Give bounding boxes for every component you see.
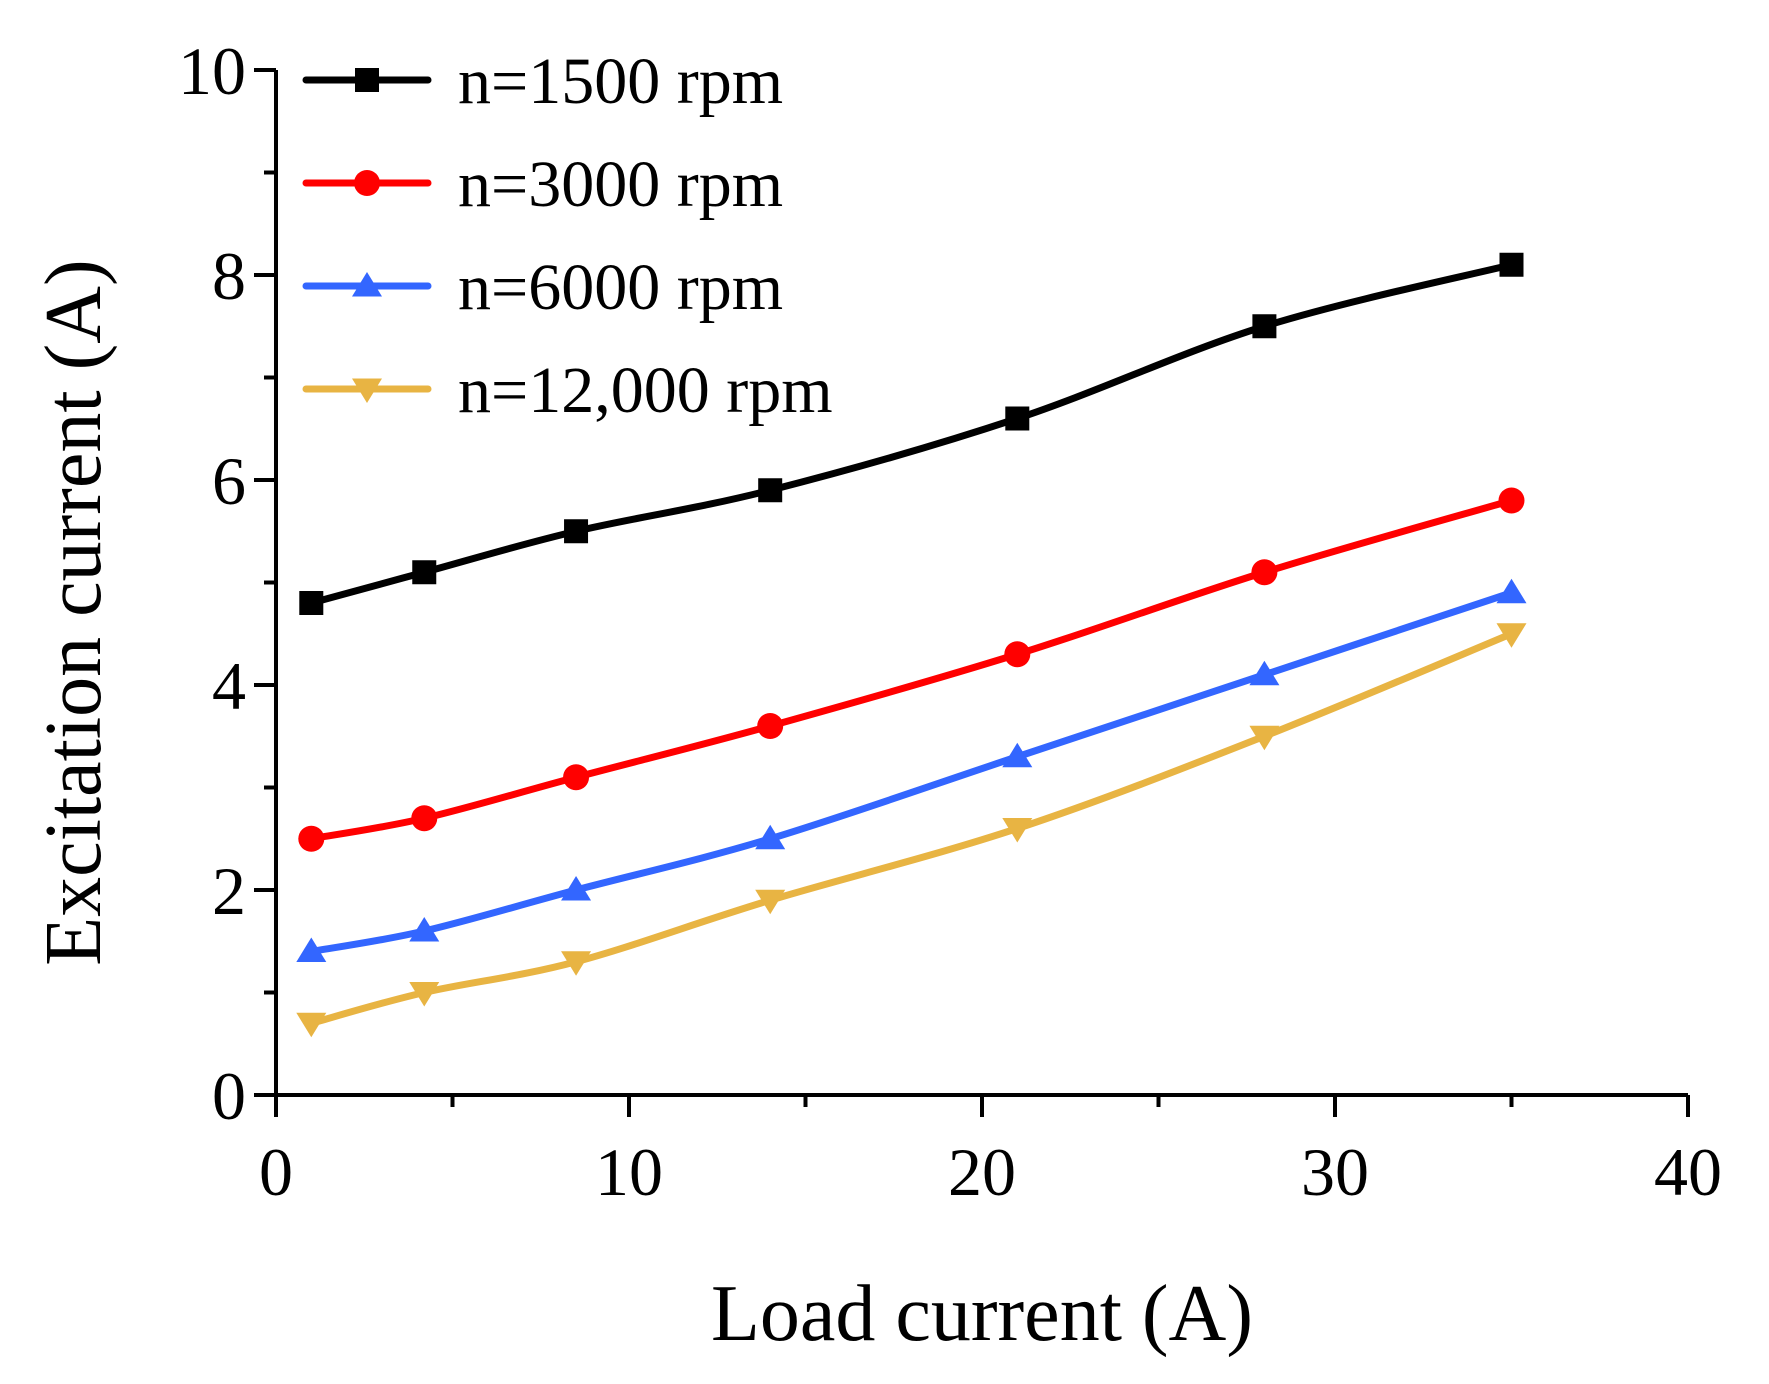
data-point	[1002, 742, 1033, 768]
y-tick-label: 2	[212, 853, 246, 929]
x-tick-label: 30	[1301, 1134, 1369, 1210]
series-3	[296, 578, 1527, 962]
data-point	[561, 951, 592, 976]
y-tick-label: 0	[212, 1058, 246, 1134]
data-point	[561, 876, 592, 901]
data-point	[1252, 314, 1277, 339]
legend-marker	[355, 68, 379, 92]
data-point	[755, 824, 786, 850]
x-tick-label: 10	[595, 1134, 663, 1210]
series-line	[307, 589, 1515, 955]
data-point	[409, 917, 440, 942]
x-axis-title: Load current (A)	[711, 1270, 1253, 1358]
legend-label: n=1500 rpm	[458, 45, 783, 118]
y-axis-title: Excitation current (A)	[30, 259, 118, 965]
data-point	[1004, 641, 1031, 668]
data-point	[563, 764, 590, 791]
data-point	[298, 825, 325, 852]
legend-item: n=3000 rpm	[302, 148, 783, 221]
data-point	[1499, 252, 1524, 277]
data-point	[1002, 818, 1033, 843]
y-tick-label: 10	[178, 33, 246, 109]
data-point	[412, 560, 437, 585]
axes: 0 2 4 6 8 10 0 10 20 30 40	[178, 33, 1722, 1210]
y-tick-label: 4	[212, 648, 246, 724]
data-point	[1496, 578, 1527, 604]
x-tick-label: 20	[948, 1134, 1016, 1210]
legend-label: n=6000 rpm	[458, 251, 783, 324]
data-point	[1005, 406, 1030, 431]
x-tick-label: 40	[1654, 1134, 1722, 1210]
legend: n=1500 rpm n=3000 rpm n=6000 rpm n=12,000 r…	[302, 45, 833, 427]
data-point	[1496, 623, 1527, 648]
series-1	[299, 252, 1524, 615]
data-point	[757, 713, 784, 739]
legend-item: n=12,000 rpm	[302, 354, 833, 427]
y-tick-label: 8	[212, 238, 246, 314]
series-line	[307, 497, 1515, 843]
series-group	[296, 252, 1527, 1038]
legend-marker	[352, 378, 382, 403]
data-point	[758, 478, 783, 503]
data-point	[1251, 559, 1278, 586]
series-2	[298, 487, 1525, 852]
data-point	[299, 591, 324, 615]
series-line	[307, 630, 1515, 1027]
data-point	[411, 805, 438, 832]
data-point	[1249, 660, 1280, 686]
x-tick-label: 0	[259, 1134, 293, 1210]
data-point	[296, 937, 327, 962]
data-point	[409, 982, 440, 1007]
legend-marker	[352, 272, 382, 297]
legend-item: n=6000 rpm	[302, 251, 783, 324]
legend-item: n=1500 rpm	[302, 45, 783, 118]
series-4	[296, 623, 1527, 1038]
data-point	[1498, 487, 1525, 514]
data-point	[1249, 725, 1280, 751]
data-point	[564, 519, 589, 544]
data-point	[296, 1012, 327, 1038]
y-tick-label: 6	[212, 443, 246, 519]
data-point	[755, 889, 786, 915]
legend-label: n=12,000 rpm	[458, 354, 833, 427]
legend-label: n=3000 rpm	[458, 148, 783, 221]
legend-marker	[354, 170, 380, 196]
